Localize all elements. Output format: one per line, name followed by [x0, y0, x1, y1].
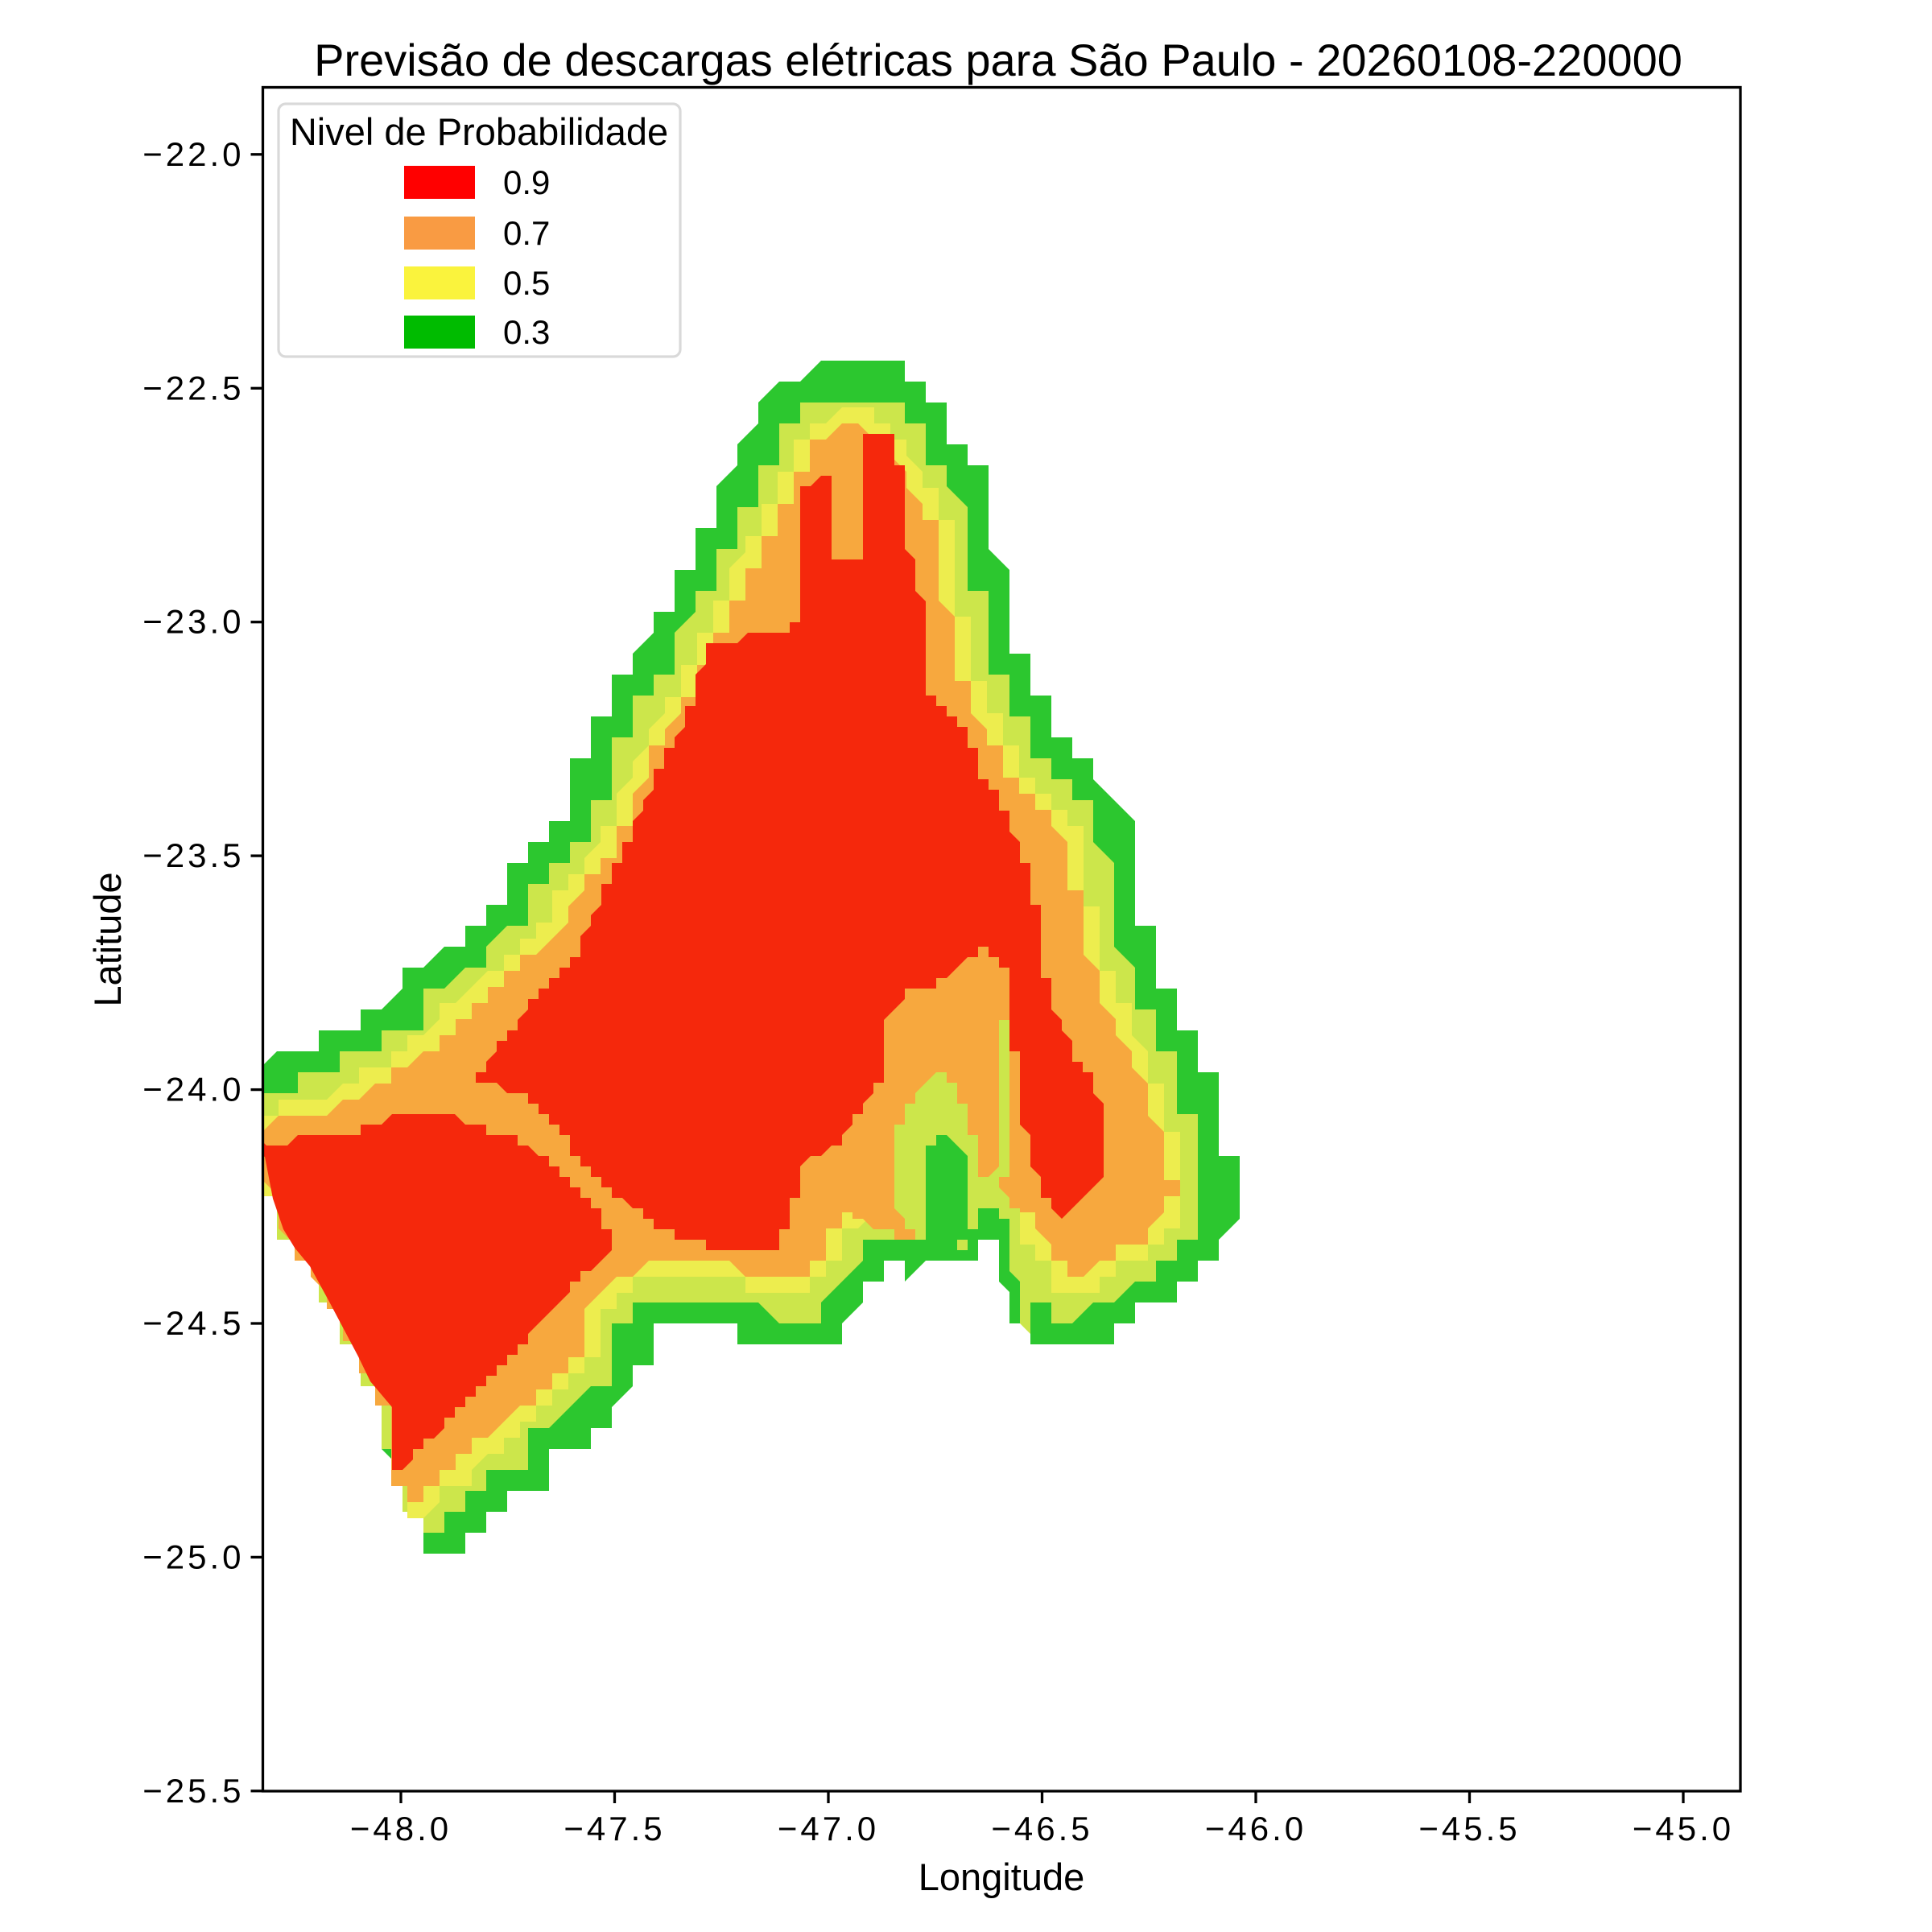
svg-text:Previsão de descargas elétrica: Previsão de descargas elétricas para São… — [314, 35, 1682, 85]
svg-text:Longitude: Longitude — [919, 1856, 1084, 1898]
svg-text:0.5: 0.5 — [503, 264, 550, 302]
svg-text:Latitude: Latitude — [86, 872, 129, 1006]
svg-text:−47.0: −47.0 — [778, 1810, 879, 1847]
svg-text:−22.5: −22.5 — [142, 369, 244, 407]
svg-text:Nivel de Probabilidade: Nivel de Probabilidade — [290, 110, 668, 153]
svg-text:−23.5: −23.5 — [142, 836, 244, 874]
svg-text:−46.5: −46.5 — [991, 1810, 1092, 1847]
svg-text:−48.0: −48.0 — [350, 1810, 452, 1847]
svg-text:−25.0: −25.0 — [142, 1538, 244, 1575]
svg-text:−45.0: −45.0 — [1633, 1810, 1734, 1847]
svg-text:−24.5: −24.5 — [142, 1304, 244, 1342]
svg-text:−25.5: −25.5 — [142, 1772, 244, 1810]
svg-text:−45.5: −45.5 — [1418, 1810, 1520, 1847]
svg-text:0.3: 0.3 — [503, 313, 550, 351]
svg-text:−47.5: −47.5 — [564, 1810, 665, 1847]
svg-text:−24.0: −24.0 — [142, 1071, 244, 1108]
svg-text:0.7: 0.7 — [503, 214, 550, 252]
svg-text:0.9: 0.9 — [503, 163, 550, 201]
svg-text:−22.0: −22.0 — [142, 135, 244, 173]
svg-text:−46.0: −46.0 — [1205, 1810, 1307, 1847]
svg-text:−23.0: −23.0 — [142, 603, 244, 641]
